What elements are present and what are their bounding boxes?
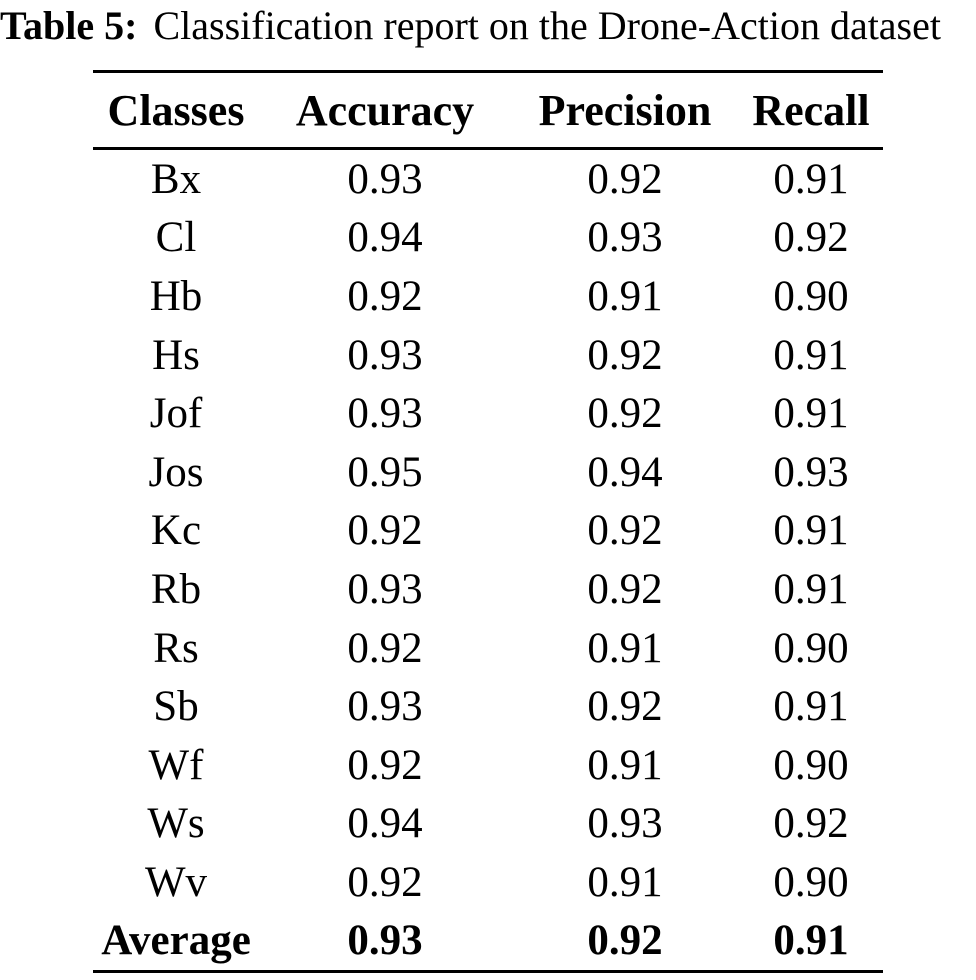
- value-cell: 0.92: [773, 800, 849, 848]
- value-cell: 0.93: [347, 331, 423, 379]
- class-cell: Rs: [153, 624, 199, 672]
- value-cell: 0.93: [773, 448, 849, 496]
- table-caption: Table 5: Classification report on the Dro…: [0, 2, 976, 50]
- column-header-recall: Recall: [739, 71, 883, 150]
- class-cell: Jof: [149, 390, 203, 438]
- column-header-accuracy: Accuracy: [259, 71, 511, 150]
- class-cell: Cl: [155, 214, 197, 262]
- value-cell: 0.91: [773, 155, 849, 203]
- value-cell: 0.93: [587, 214, 663, 262]
- table-row: Kc 0.92 0.92 0.91: [93, 502, 883, 561]
- class-cell: Ws: [147, 800, 205, 848]
- value-cell: 0.92: [347, 624, 423, 672]
- value-cell: 0.91: [587, 624, 663, 672]
- table-row: Rb 0.93 0.92 0.91: [93, 560, 883, 619]
- caption-text: Classification report on the Drone-Actio…: [153, 3, 941, 48]
- value-cell: 0.91: [773, 565, 849, 613]
- value-cell: 0.90: [773, 272, 849, 320]
- table-row: Rs 0.92 0.91 0.90: [93, 619, 883, 678]
- class-cell: Hb: [149, 272, 203, 320]
- value-cell: 0.92: [347, 507, 423, 555]
- value-cell: 0.92: [587, 331, 663, 379]
- value-cell: 0.92: [347, 272, 423, 320]
- value-cell: 0.94: [347, 214, 423, 262]
- value-cell: 0.94: [347, 800, 423, 848]
- table-row: Jos 0.95 0.94 0.93: [93, 443, 883, 502]
- average-value-cell: 0.91: [773, 917, 849, 965]
- value-cell: 0.93: [347, 390, 423, 438]
- table-row: Hs 0.93 0.92 0.91: [93, 326, 883, 385]
- value-cell: 0.92: [587, 683, 663, 731]
- value-cell: 0.93: [587, 800, 663, 848]
- value-cell: 0.93: [347, 565, 423, 613]
- value-cell: 0.90: [773, 624, 849, 672]
- average-value-cell: 0.92: [587, 917, 663, 965]
- class-cell: Bx: [150, 155, 202, 203]
- table-header: Classes Accuracy Precision Recall: [93, 71, 883, 150]
- value-cell: 0.91: [587, 858, 663, 906]
- value-cell: 0.92: [587, 507, 663, 555]
- table-row: Hb 0.92 0.91 0.90: [93, 267, 883, 326]
- column-header-classes: Classes: [93, 71, 259, 150]
- table-row: Bx 0.93 0.92 0.91: [93, 149, 883, 209]
- value-cell: 0.91: [773, 331, 849, 379]
- value-cell: 0.90: [773, 858, 849, 906]
- table-row: Sb 0.93 0.92 0.91: [93, 677, 883, 736]
- table-row: Cl 0.94 0.93 0.92: [93, 209, 883, 268]
- value-cell: 0.92: [587, 390, 663, 438]
- value-cell: 0.91: [773, 507, 849, 555]
- value-cell: 0.92: [347, 741, 423, 789]
- class-cell: Rb: [150, 565, 202, 613]
- value-cell: 0.91: [587, 272, 663, 320]
- class-cell: Wv: [144, 858, 208, 906]
- average-value-cell: 0.93: [347, 917, 423, 965]
- value-cell: 0.90: [773, 741, 849, 789]
- value-cell: 0.91: [773, 683, 849, 731]
- value-cell: 0.92: [347, 858, 423, 906]
- value-cell: 0.94: [587, 448, 663, 496]
- column-header-precision: Precision: [511, 71, 739, 150]
- table-row: Wv 0.92 0.91 0.90: [93, 853, 883, 912]
- value-cell: 0.93: [347, 683, 423, 731]
- value-cell: 0.92: [587, 155, 663, 203]
- value-cell: 0.93: [347, 155, 423, 203]
- value-cell: 0.95: [347, 448, 423, 496]
- classification-report-table: Classes Accuracy Precision Recall Bx 0.93…: [93, 70, 883, 973]
- average-label-cell: Average: [101, 917, 251, 965]
- average-row: Average 0.93 0.92 0.91: [93, 912, 883, 972]
- class-cell: Wf: [148, 741, 204, 789]
- table-row: Wf 0.92 0.91 0.90: [93, 736, 883, 795]
- class-cell: Kc: [150, 507, 202, 555]
- caption-label: Table 5:: [0, 3, 138, 48]
- class-cell: Sb: [153, 683, 199, 731]
- table-row: Ws 0.94 0.93 0.92: [93, 795, 883, 854]
- table-body: Bx 0.93 0.92 0.91 Cl 0.94 0.93 0.92 Hb 0.92 0.91 0.…: [93, 149, 883, 972]
- value-cell: 0.92: [773, 214, 849, 262]
- class-cell: Jos: [148, 448, 204, 496]
- header-row: Classes Accuracy Precision Recall: [93, 71, 883, 150]
- value-cell: 0.91: [587, 741, 663, 789]
- class-cell: Hs: [152, 331, 200, 379]
- table-row: Jof 0.93 0.92 0.91: [93, 384, 883, 443]
- value-cell: 0.92: [587, 565, 663, 613]
- value-cell: 0.91: [773, 390, 849, 438]
